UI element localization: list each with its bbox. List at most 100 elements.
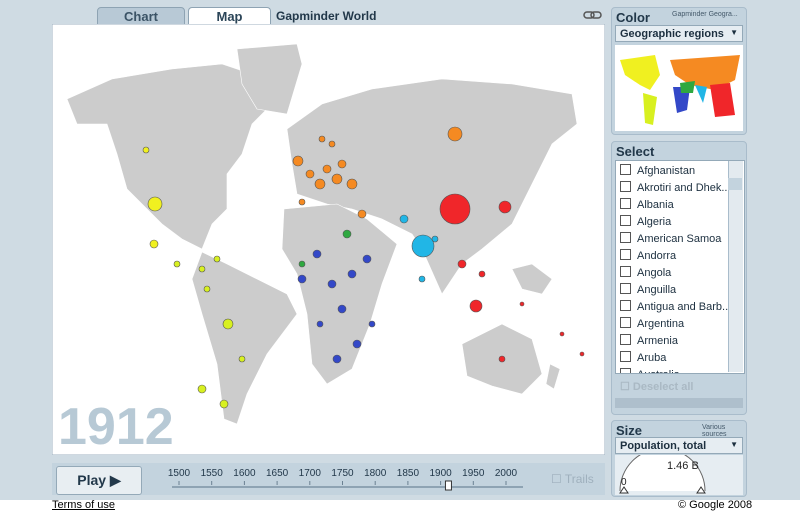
play-button[interactable]: Play ▶: [56, 466, 142, 495]
country-item[interactable]: Afghanistan: [620, 164, 695, 177]
bubble: [498, 355, 506, 363]
timeline-tick-label: 2000: [495, 468, 518, 479]
bubble: [337, 304, 347, 314]
bubble: [298, 260, 306, 268]
timeline-tick-label: 1600: [233, 468, 256, 479]
size-gauge[interactable]: 1.46 B 0: [615, 455, 743, 495]
timeline[interactable]: 1500 1550 1600 1650 1700 1750 1800 1850 1900 1950…: [145, 463, 545, 495]
bubble: [203, 285, 211, 293]
country-item[interactable]: Andorra: [620, 249, 676, 262]
play-text: Play: [77, 472, 107, 488]
country-item[interactable]: Algeria: [620, 215, 671, 228]
bubble: [357, 209, 367, 219]
country-item[interactable]: Argentina: [620, 317, 684, 330]
terms-link[interactable]: Terms of use: [52, 499, 115, 511]
bubble: [149, 239, 159, 249]
checkbox[interactable]: [620, 249, 631, 260]
checkbox[interactable]: [620, 181, 631, 192]
checkbox[interactable]: [620, 164, 631, 175]
north-america: [66, 63, 273, 250]
checkbox[interactable]: [620, 232, 631, 243]
bubble: [337, 159, 347, 169]
scrollbar[interactable]: [728, 161, 743, 372]
bubble: [316, 320, 324, 328]
map-tab[interactable]: Map: [188, 7, 271, 25]
size-heading: Size: [616, 423, 643, 438]
bubble: [579, 351, 585, 357]
africa: [281, 203, 398, 385]
bubble: [431, 235, 439, 243]
size-max-label: 1.46 B: [667, 460, 699, 472]
size-dropdown-text: Population, total: [620, 440, 707, 452]
region-middle-east: [680, 81, 695, 93]
checkbox[interactable]: [620, 198, 631, 209]
select-heading: Select: [616, 144, 655, 159]
checkbox[interactable]: [620, 283, 631, 294]
country-name: Albania: [637, 199, 674, 211]
bubble: [331, 173, 343, 185]
link-icon[interactable]: [583, 9, 603, 21]
bubble: [457, 259, 467, 269]
country-name: Akrotiri and Dhek...: [637, 182, 731, 194]
trails-text: Trails: [564, 472, 594, 486]
color-heading: Color: [616, 10, 650, 25]
checkbox[interactable]: [620, 351, 631, 362]
bubble: [173, 260, 181, 268]
country-item[interactable]: Angola: [620, 266, 671, 279]
title: Gapminder World: [276, 9, 377, 23]
region-americas: [620, 55, 660, 90]
checkbox[interactable]: [620, 266, 631, 277]
checkbox[interactable]: [620, 317, 631, 328]
bubble: [439, 193, 471, 225]
country-name: Armenia: [637, 335, 678, 347]
greenland: [236, 43, 303, 115]
country-item[interactable]: Anguilla: [620, 283, 676, 296]
dropdown-arrow: ▼: [730, 440, 738, 449]
timeline-tick-label: 1750: [331, 468, 354, 479]
bubble: [478, 270, 486, 278]
trails-checkbox[interactable]: ☐ Trails: [551, 472, 594, 486]
timeline-tick-label: 1900: [429, 468, 452, 479]
copyright: © Google 2008: [678, 499, 753, 511]
region-africa: [673, 87, 690, 113]
continents: [66, 43, 578, 425]
checkbox[interactable]: [620, 334, 631, 345]
country-item[interactable]: Albania: [620, 198, 674, 211]
deselect-all[interactable]: ☐ Deselect all: [620, 381, 694, 393]
size-dropdown[interactable]: Population, total ▼: [615, 437, 743, 454]
color-dropdown[interactable]: Geographic regions ▼: [615, 25, 743, 42]
country-item[interactable]: Akrotiri and Dhek...: [620, 181, 731, 194]
gauge-handles[interactable]: [619, 486, 706, 494]
country-item[interactable]: Antigua and Barb...: [620, 300, 731, 313]
gauge-arc: [619, 455, 706, 492]
country-item[interactable]: Aruba: [620, 351, 666, 364]
country-item[interactable]: Australia: [620, 368, 680, 373]
map: 1912: [52, 24, 605, 455]
year-label: 1912: [58, 398, 174, 455]
checkbox[interactable]: [620, 215, 631, 226]
bubble: [222, 318, 234, 330]
checkbox[interactable]: [620, 368, 631, 373]
deselect-text: Deselect all: [632, 381, 694, 393]
bubble: [327, 279, 337, 289]
bubble: [519, 301, 525, 307]
bubble: [411, 234, 435, 258]
timeline-tick-label: 1500: [168, 468, 191, 479]
country-name: American Samoa: [637, 233, 722, 245]
bubble: [147, 196, 163, 212]
region-europe-asia: [670, 55, 740, 90]
country-item[interactable]: American Samoa: [620, 232, 721, 245]
region-legend-map[interactable]: [615, 45, 743, 131]
scroll-thumb[interactable]: [728, 178, 742, 190]
bubble: [342, 229, 352, 239]
timeline-thumb[interactable]: [444, 480, 452, 491]
color-source: Gapminder Geogra...: [672, 11, 738, 18]
country-name: Algeria: [637, 216, 672, 228]
timeline-tick-label: 1700: [299, 468, 322, 479]
bubbles: [142, 126, 585, 409]
bubble: [142, 146, 150, 154]
checkbox[interactable]: [620, 300, 631, 311]
country-item[interactable]: Armenia: [620, 334, 678, 347]
bubble: [328, 140, 336, 148]
